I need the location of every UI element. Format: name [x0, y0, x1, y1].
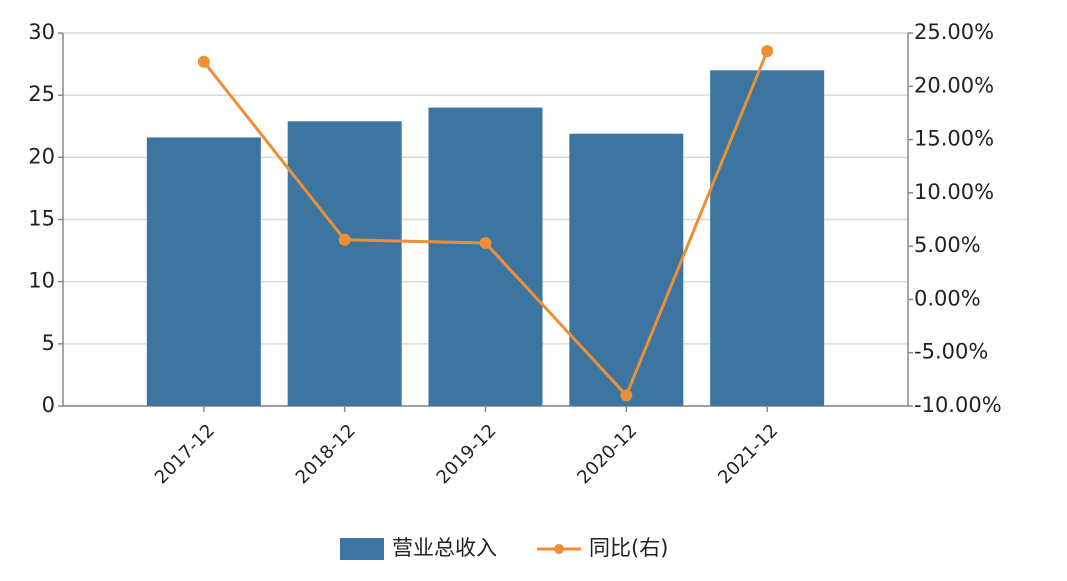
- line-point: [620, 389, 633, 402]
- y-tick-label: 5: [42, 331, 55, 355]
- legend-swatch: [554, 544, 564, 554]
- y-tick-label: 30: [28, 20, 55, 44]
- y2-tick-label: -5.00%: [914, 340, 988, 364]
- bar: [569, 133, 684, 406]
- line-point: [338, 233, 351, 246]
- bar: [710, 70, 825, 407]
- y2-tick-label: 20.00%: [914, 73, 994, 97]
- y2-tick-label: 15.00%: [914, 127, 994, 151]
- legend-swatch: [340, 538, 384, 560]
- y-tick-label: 25: [28, 82, 55, 106]
- bar: [428, 107, 543, 406]
- y2-tick-label: 10.00%: [914, 180, 994, 204]
- legend-label: 营业总收入: [392, 536, 497, 560]
- x-tick-label: 2017-12: [151, 420, 219, 488]
- x-tick-label: 2018-12: [292, 420, 360, 488]
- x-tick-label: 2020-12: [573, 420, 641, 488]
- line-point: [197, 55, 210, 68]
- y2-tick-label: 0.00%: [914, 286, 981, 310]
- x-tick-label: 2019-12: [433, 420, 501, 488]
- line-point: [761, 45, 774, 58]
- legend-label: 同比(右): [589, 536, 668, 560]
- y-tick-label: 20: [28, 144, 55, 168]
- y2-tick-label: 5.00%: [914, 233, 981, 257]
- bar: [146, 137, 261, 406]
- y-tick-label: 10: [28, 269, 55, 293]
- x-tick-label: 2021-12: [714, 420, 782, 488]
- bar: [287, 121, 402, 406]
- y2-tick-label: 25.00%: [914, 20, 994, 44]
- y2-tick-label: -10.00%: [914, 393, 1002, 417]
- y-tick-label: 15: [28, 207, 55, 231]
- y-tick-label: 0: [42, 393, 55, 417]
- line-point: [479, 236, 492, 249]
